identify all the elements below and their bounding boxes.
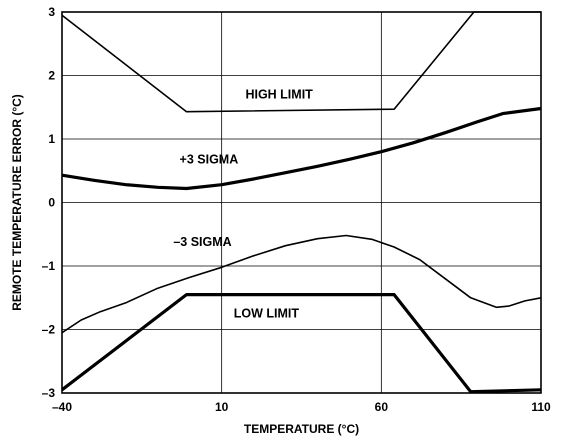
annotation-label: LOW LIMIT [234, 307, 300, 321]
annotation-label: +3 SIGMA [180, 152, 239, 166]
x-tick-label: –40 [52, 400, 72, 414]
series-line-3 [61, 293, 542, 394]
y-tick-label: –2 [42, 323, 56, 337]
series-group [61, 11, 542, 394]
x-tick-label: 10 [215, 400, 229, 414]
y-tick-label: –3 [42, 386, 56, 400]
x-tick-label: 110 [531, 400, 551, 414]
plot-frame [61, 11, 542, 394]
y-tick-label: –1 [42, 259, 56, 273]
x-axis-title: TEMPERATURE (°C) [244, 422, 359, 436]
tick-labels: –40 10 60 110 –3 –2 –1 0 1 2 3 [42, 5, 551, 414]
y-tick-label: 3 [48, 5, 55, 19]
y-axis-title: REMOTE TEMPERATURE ERROR (°C) [10, 94, 24, 311]
series-line-2 [61, 234, 542, 334]
series-line-1 [61, 106, 542, 191]
annotation-label: HIGH LIMIT [245, 88, 313, 102]
y-tick-label: 0 [48, 196, 55, 210]
annotations: HIGH LIMIT +3 SIGMA –3 SIGMA LOW LIMIT [173, 88, 313, 321]
annotation-label: –3 SIGMA [173, 235, 231, 249]
x-tick-label: 60 [375, 400, 389, 414]
y-tick-label: 1 [48, 132, 55, 146]
y-tick-label: 2 [48, 69, 55, 83]
